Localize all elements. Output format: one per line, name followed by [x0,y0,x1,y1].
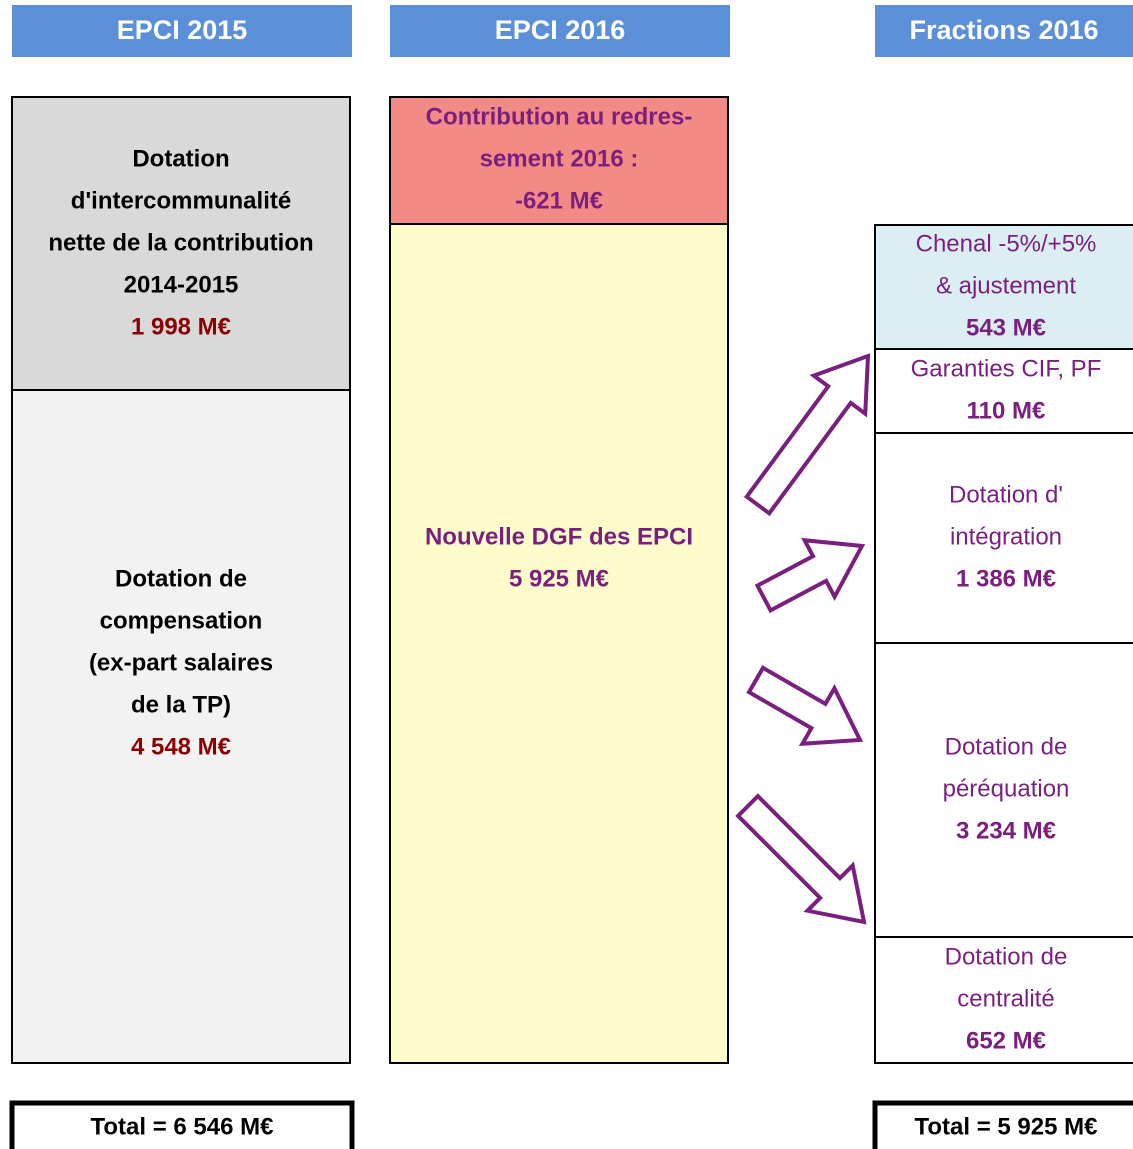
box [874,432,1133,644]
header-bar [390,5,730,57]
box-text: Dotation de [115,565,247,592]
box [389,96,729,225]
total-label: Total = 6 546 M€ [91,1113,274,1140]
box-amount: 5 925 M€ [509,565,609,592]
box-text: de la TP) [131,691,231,718]
header-bar [12,5,352,57]
box [874,224,1133,350]
arrow [754,537,866,614]
total-label: Total = 5 925 M€ [915,1113,1098,1140]
arrow [746,665,864,746]
box-text: d'intercommunalité [71,187,291,214]
box-text: intégration [950,523,1062,550]
box-text: Dotation [132,145,229,172]
box-text: Dotation de [945,943,1068,970]
box-amount: 543 M€ [966,314,1046,341]
box [874,348,1133,434]
box-text: péréquation [943,775,1070,802]
box-text: sement 2016 : [480,145,639,172]
header-bar [875,5,1133,57]
header-title: EPCI 2015 [117,15,248,45]
box [11,389,351,1064]
box [874,642,1133,938]
arrow [735,793,867,925]
header-title: Fractions 2016 [909,15,1098,45]
box-text: Contribution au redres- [426,103,693,130]
box-text: Dotation d' [949,481,1063,508]
box-text: Dotation de [945,733,1068,760]
box-amount: 652 M€ [966,1027,1046,1054]
box [11,96,351,391]
arrows [735,353,871,925]
box-amount: -621 M€ [515,187,603,214]
header-title: EPCI 2016 [495,15,626,45]
box-text: (ex-part salaires [89,649,273,676]
box-text: Nouvelle DGF des EPCI [425,523,693,550]
box-amount: 1 998 M€ [131,313,231,340]
total-box [9,1100,355,1149]
box-text: Chenal -5%/+5% [916,230,1097,257]
box-amount: 4 548 M€ [131,733,231,760]
box-text: 2014-2015 [124,271,239,298]
arrow [743,353,871,517]
box-text: nette de la contribution [48,229,313,256]
box-text: Garanties CIF, PF [911,355,1102,382]
box [874,936,1133,1064]
box-amount: 1 386 M€ [956,565,1056,592]
box-text: & ajustement [936,272,1076,299]
box-amount: 110 M€ [967,397,1046,424]
total-box [872,1100,1133,1149]
box-text: compensation [100,607,263,634]
box [389,223,729,1064]
box-amount: 3 234 M€ [956,817,1056,844]
box-text: centralité [957,985,1054,1012]
boxes: Dotation d'intercommunalité nette de la co… [11,96,1133,1064]
